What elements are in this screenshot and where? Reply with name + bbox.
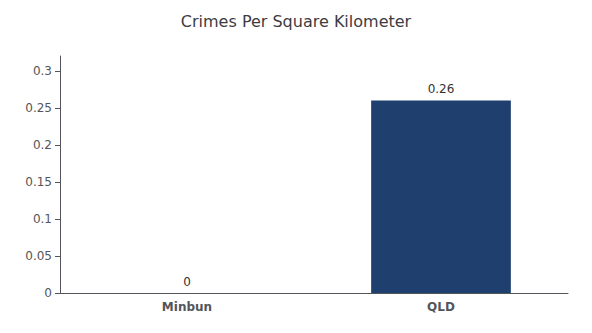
svg-text:0.26: 0.26 xyxy=(428,82,455,96)
svg-text:0: 0 xyxy=(44,286,52,300)
svg-text:0.15: 0.15 xyxy=(25,175,52,189)
svg-text:0.25: 0.25 xyxy=(25,101,52,115)
svg-text:Crimes Per Square Kilometer: Crimes Per Square Kilometer xyxy=(181,12,412,31)
svg-text:0.3: 0.3 xyxy=(33,64,52,78)
svg-text:0: 0 xyxy=(183,275,191,289)
svg-text:Minbun: Minbun xyxy=(162,300,212,314)
svg-text:QLD: QLD xyxy=(427,300,455,314)
svg-text:0.2: 0.2 xyxy=(33,138,52,152)
svg-text:0.05: 0.05 xyxy=(25,249,52,263)
svg-text:0.1: 0.1 xyxy=(33,212,52,226)
